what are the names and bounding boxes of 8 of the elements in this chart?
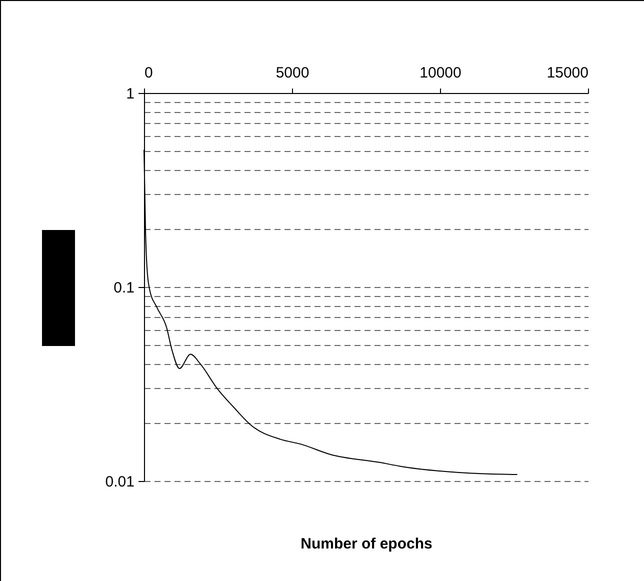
x-tick-label: 5000 [276,64,310,82]
y-tick-label: 1 [126,86,134,102]
x-axis-title: Number of epochs [300,536,432,552]
x-tick-label: 15000 [546,64,588,82]
y-tick-label: 0.1 [114,280,134,296]
x-tick-label: 10000 [420,64,462,82]
y-tick-label: 0.01 [105,474,134,490]
x-tick-label: 0 [144,64,153,82]
